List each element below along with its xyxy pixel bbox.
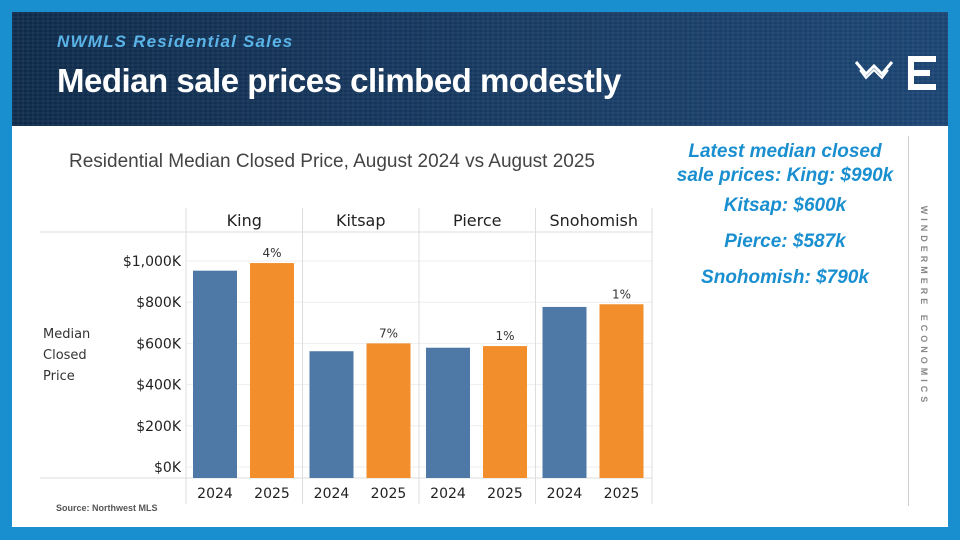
change-label: 1% xyxy=(495,329,514,343)
windermere-logo-icon xyxy=(854,61,894,80)
header-banner: NWMLS Residential Sales Median sale pric… xyxy=(12,12,948,126)
y-tick-label: $600K xyxy=(136,336,182,352)
bar-chart: $0K $200K $400K $600K $800K $1,000K Median Clos… xyxy=(40,208,653,504)
x-tick-label: 2024 xyxy=(314,486,350,502)
bar-2025 xyxy=(483,346,527,478)
x-tick-label: 2025 xyxy=(604,486,640,502)
economics-e-logo-icon xyxy=(908,56,936,90)
facet-label: Snohomish xyxy=(549,211,638,230)
page-title: Median sale prices climbed modestly xyxy=(57,62,621,99)
y-tick-label: $200K xyxy=(136,419,182,435)
y-axis-label: Median xyxy=(43,327,90,342)
x-tick-label: 2025 xyxy=(371,486,407,502)
y-axis-label: Closed xyxy=(43,348,87,363)
x-tick-label: 2024 xyxy=(547,486,583,502)
source-note: Source: Northwest MLS xyxy=(56,503,158,513)
x-tick-label: 2024 xyxy=(430,486,466,502)
y-tick-label: $800K xyxy=(136,295,182,311)
summary-snohomish: Snohomish: $790k xyxy=(701,267,869,288)
brand-text: WINDERMERE ECONOMICS xyxy=(919,205,929,407)
header-kicker: NWMLS Residential Sales xyxy=(57,32,294,51)
y-axis-label: Price xyxy=(43,369,75,384)
y-tick-label: $0K xyxy=(154,460,182,476)
x-tick-label: 2025 xyxy=(254,486,290,502)
chart-title: Residential Median Closed Price, August … xyxy=(69,151,595,172)
summary-pierce: Pierce: $587k xyxy=(724,231,846,252)
summary-kitsap: Kitsap: $600k xyxy=(723,195,847,216)
side-summary: Latest median closed sale prices: King: … xyxy=(672,140,898,302)
x-tick-label: 2025 xyxy=(487,486,523,502)
content-panel: Residential Median Closed Price, August … xyxy=(12,126,948,527)
change-label: 7% xyxy=(379,326,398,340)
bar-2024 xyxy=(542,306,587,478)
bar-2025 xyxy=(366,343,411,478)
brand-vertical: WINDERMERE ECONOMICS xyxy=(918,146,930,466)
summary-lead: Latest median closed sale prices: King: … xyxy=(676,141,894,186)
side-divider xyxy=(908,136,909,506)
bar-2024 xyxy=(193,270,237,478)
facet-label: Kitsap xyxy=(336,211,386,230)
bar-2025 xyxy=(599,304,644,478)
bar-2024 xyxy=(309,351,354,478)
y-tick-label: $1,000K xyxy=(123,254,182,270)
bar-2024 xyxy=(426,347,470,478)
x-tick-label: 2024 xyxy=(197,486,233,502)
change-label: 4% xyxy=(262,246,281,260)
facet-label: King xyxy=(227,211,262,230)
facet-label: Pierce xyxy=(453,211,501,230)
bar-2025 xyxy=(250,263,294,478)
y-tick-label: $400K xyxy=(136,378,182,394)
change-label: 1% xyxy=(612,287,631,301)
